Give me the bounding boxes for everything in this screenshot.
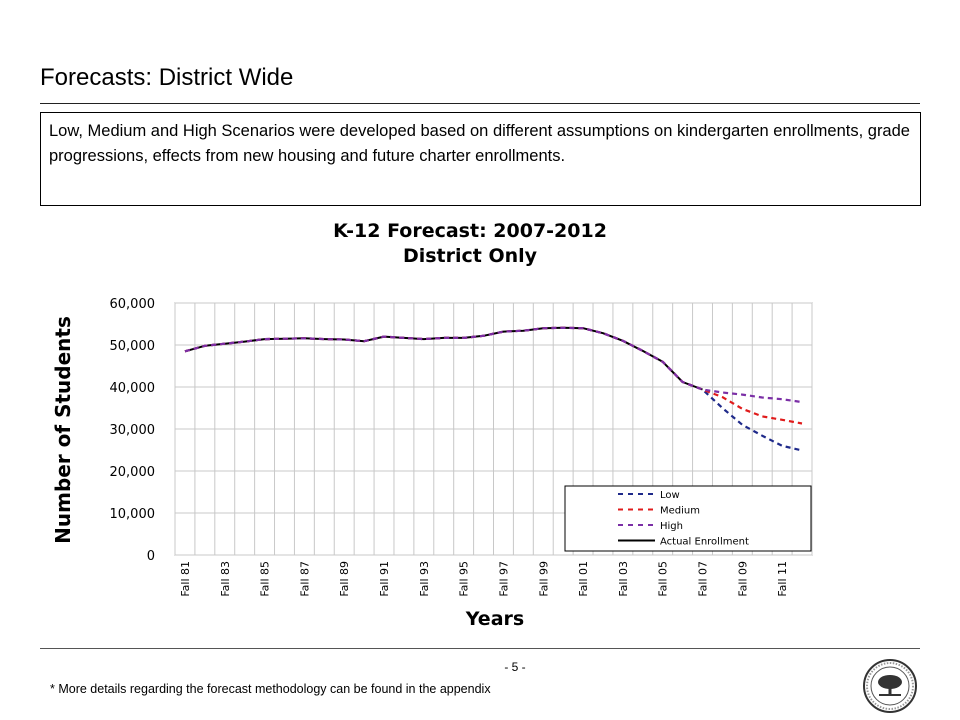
x-tick-label: Fall 03 bbox=[617, 561, 630, 597]
district-seal-logo bbox=[863, 659, 917, 713]
chart-subtitle: District Only bbox=[403, 245, 538, 267]
x-tick-label: Fall 87 bbox=[298, 561, 311, 597]
x-tick-label: Fall 01 bbox=[577, 561, 590, 597]
x-tick-label: Fall 97 bbox=[497, 561, 510, 597]
y-tick-label: 30,000 bbox=[110, 423, 156, 438]
slide-title: Forecasts: District Wide bbox=[40, 64, 294, 91]
chart-gridlines bbox=[174, 302, 813, 556]
footer-divider bbox=[40, 648, 920, 649]
x-axis-label: Years bbox=[465, 608, 524, 630]
y-tick-label: 0 bbox=[147, 549, 155, 564]
chart-legend: Low Medium High Actual Enrollment bbox=[564, 485, 812, 552]
y-tick-label: 50,000 bbox=[110, 339, 156, 354]
x-tick-label: Fall 81 bbox=[179, 561, 192, 597]
y-axis-ticks: 0 10,000 20,000 30,000 40,000 50,000 60,000 bbox=[110, 297, 156, 564]
x-tick-label: Fall 07 bbox=[697, 561, 710, 597]
chart-title: K-12 Forecast: 2007-2012 bbox=[333, 220, 607, 242]
x-tick-label: Fall 83 bbox=[219, 561, 232, 597]
title-divider bbox=[40, 103, 920, 104]
legend-label: Low bbox=[660, 490, 680, 501]
legend-label: High bbox=[660, 521, 683, 532]
x-tick-label: Fall 95 bbox=[458, 561, 471, 597]
x-tick-label: Fall 89 bbox=[338, 561, 351, 597]
x-axis-ticks: Fall 81 Fall 83 Fall 85 Fall 87 Fall 89 Fall … bbox=[179, 561, 789, 597]
description-box: Low, Medium and High Scenarios were deve… bbox=[40, 112, 921, 206]
x-tick-label: Fall 91 bbox=[378, 561, 391, 597]
x-tick-label: Fall 11 bbox=[776, 561, 789, 597]
series-line-high bbox=[184, 326, 803, 404]
enrollment-forecast-chart: K-12 Forecast: 2007-2012 District Only 0… bbox=[51, 220, 813, 630]
y-tick-label: 60,000 bbox=[110, 297, 156, 312]
chart-series bbox=[184, 326, 803, 452]
x-tick-label: Fall 05 bbox=[657, 561, 670, 597]
x-tick-label: Fall 99 bbox=[537, 561, 550, 597]
legend-label: Actual Enrollment bbox=[660, 537, 749, 548]
y-tick-label: 40,000 bbox=[110, 381, 156, 396]
page-number: - 5 - bbox=[504, 660, 526, 674]
x-tick-label: Fall 09 bbox=[736, 561, 749, 597]
x-tick-label: Fall 93 bbox=[418, 561, 431, 597]
legend-box bbox=[564, 485, 812, 552]
footnote: * More details regarding the forecast me… bbox=[50, 682, 491, 696]
y-tick-label: 10,000 bbox=[110, 507, 156, 522]
x-tick-label: Fall 85 bbox=[259, 561, 272, 597]
legend-label: Medium bbox=[660, 506, 700, 517]
y-tick-label: 20,000 bbox=[110, 465, 156, 480]
y-axis-label: Number of Students bbox=[51, 316, 75, 544]
